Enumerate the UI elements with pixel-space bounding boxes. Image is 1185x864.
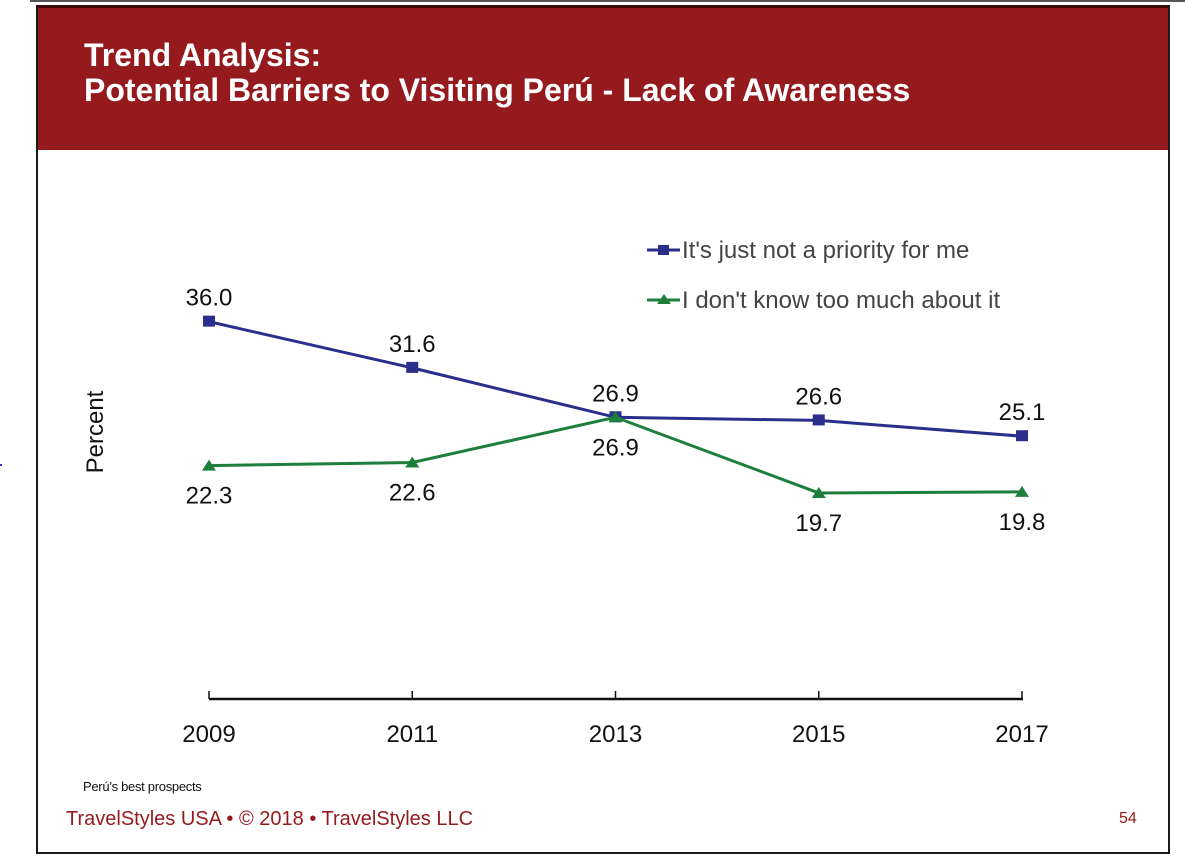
data-label: 26.6 [795,383,842,410]
footer-credit: TravelStyles USA • © 2018 • TravelStyles… [66,808,474,830]
x-tick-label: 2015 [792,721,845,748]
legend-square-icon [658,245,669,255]
x-tick-label: 2013 [589,721,642,748]
data-label: 26.9 [592,434,639,461]
slide: Trend Analysis: Potential Barriers to Vi… [36,5,1170,854]
data-label: 26.9 [592,380,639,407]
footnote: Perú’s best prospects [83,779,202,794]
slide-title: Trend Analysis: Potential Barriers to Vi… [84,38,910,108]
square-marker [406,361,419,373]
x-tick-label: 2011 [386,721,438,748]
title-line-1: Trend Analysis: [84,37,322,73]
page-number: 54 [1119,810,1137,827]
triangle-marker [811,486,826,498]
top-border-line [30,0,1185,2]
data-label: 36.0 [186,285,233,312]
slide-header: Trend Analysis: Potential Barriers to Vi… [38,8,1168,150]
triangle-marker [202,459,216,471]
square-marker [203,315,215,327]
legend-label: I don't know too much about it [682,287,1000,314]
x-tick-label: 2017 [995,721,1048,748]
square-marker [812,414,825,426]
data-label: 31.6 [389,331,436,358]
data-label: 22.3 [186,483,233,510]
data-label: 25.1 [999,399,1046,426]
data-label: 19.8 [999,509,1046,536]
data-label: 19.7 [795,510,842,537]
triangle-marker [405,456,420,468]
triangle-marker [1015,485,1029,497]
stray-mark [0,464,2,466]
title-line-2: Potential Barriers to Visiting Perú - La… [84,72,911,108]
data-label: 22.6 [389,479,436,506]
x-tick-label: 2009 [182,721,235,748]
triangle-marker [608,411,623,423]
legend-triangle-icon [657,294,671,304]
legend-label: It's just not a priority for me [682,237,969,264]
square-marker [1016,430,1028,442]
y-axis-label: Percent [82,390,109,473]
